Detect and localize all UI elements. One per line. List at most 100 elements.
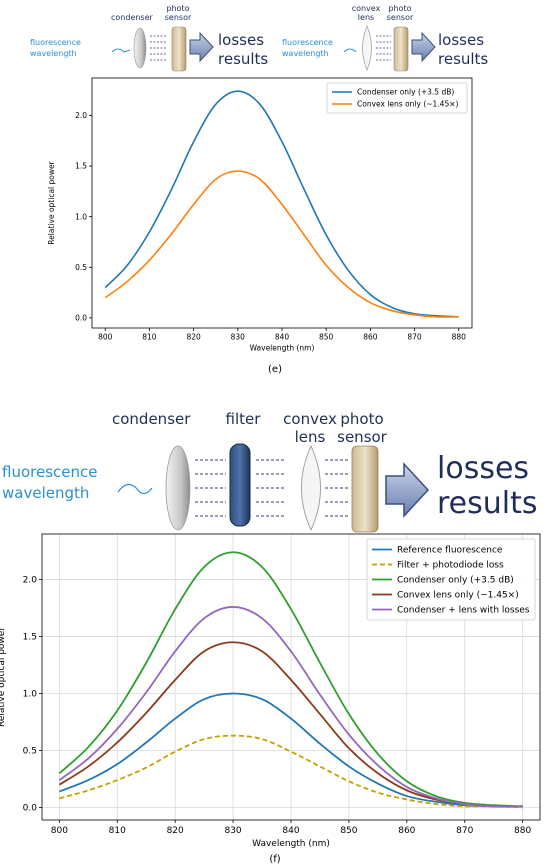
x-tick-label: 810 [142,333,157,342]
diagram-left: condenser photo sensor fluorescence wave… [30,4,268,72]
label-results: results [438,50,488,68]
label-photo: photo [166,4,189,13]
y-tick-label: 0.0 [23,804,38,814]
x-tick-label: 850 [319,333,334,342]
series-line-0-0 [104,90,459,318]
x-tick-label: 860 [398,826,415,836]
photo-sensor-icon [171,26,187,72]
x-tick-label: 840 [275,333,290,342]
photo-sensor-icon [393,26,409,72]
output-arrow-icon [189,31,214,63]
y-tick-label: 2.0 [23,576,38,586]
label-results: results [437,486,538,521]
legend-label: Condenser only (+3.5 dB) [397,576,514,586]
x-tick-label: 870 [407,333,422,342]
legend-box [326,82,468,114]
filter-icon [229,443,251,527]
photo-sensor-icon [351,445,379,533]
x-tick-label: 870 [456,826,473,836]
legend-label: Condenser + lens with losses [397,606,530,616]
series-line-0-1 [104,170,459,318]
x-tick-label: 820 [186,333,201,342]
legend-label: Filter + photodiode loss [397,561,504,571]
label-losses: losses [438,31,484,49]
series-line-1-0 [59,692,523,808]
x-tick-label: 800 [51,826,68,836]
ray-arrows-icon [325,459,348,517]
x-tick-label: 830 [224,826,241,836]
caption-e: (e) [268,364,282,375]
chart-e: 800 810 820 830 840 850 860 870 880 0.0 0.5 1.0 1.5 2… [47,77,473,353]
x-tick-label: 810 [109,826,126,836]
label-sensor: sensor [387,13,414,22]
y-tick-label: 0.0 [75,314,87,323]
ray-arrows-icon [256,459,285,517]
label-results: results [218,50,268,68]
legend-label: Convex lens only (~1.45×) [357,100,459,109]
convex-lens-icon [362,25,372,71]
x-tick-label: 820 [167,826,184,836]
ray-arrows-icon [150,35,166,61]
x-axis-label: Wavelength (nm) [252,839,330,849]
label-losses: losses [437,451,529,486]
x-tick-label: 860 [363,333,378,342]
y-tick-label: 0.5 [23,747,37,757]
y-tick-label: 0.5 [75,263,87,272]
label-fluorescence: fluorescence [282,38,333,47]
y-tick-label: 1.0 [23,690,38,700]
label-sensor: sensor [337,428,388,446]
ray-arrows-icon [195,459,226,517]
legend-label: Reference fluorescence [397,546,503,556]
caption-f: (f) [269,854,280,865]
label-photo: photo [388,4,411,13]
plot-frame [91,77,473,329]
label-fluorescence: fluorescence [30,38,81,47]
x-tick-label: 830 [231,333,246,342]
input-wave-icon [343,48,357,53]
x-axis-label: Wavelength (nm) [250,344,315,353]
legend-box [366,538,536,621]
series-line-1-2 [58,551,523,808]
label-condenser: condenser [111,13,154,22]
x-tick-label: 880 [514,826,531,836]
input-wave-icon [111,48,131,53]
x-tick-label: 800 [98,333,113,342]
label-filter: filter [226,410,262,428]
label-lens: lens [358,13,374,22]
chart-f: 800 810 820 830 840 850 860 870 880 0.0 0.5 1.0 1.5 2… [0,533,541,849]
y-axis-label: Relative optical power [0,627,7,727]
y-tick-label: 2.0 [75,111,87,120]
series-line-1-1 [59,734,523,809]
label-lens: lens [295,428,326,446]
label-wavelength: wavelength [30,49,77,58]
input-wave-icon [117,483,153,495]
diagram-right: convex lens photo sensor fluorescence wa… [282,4,488,72]
convex-lens-icon [301,444,321,532]
y-tick-label: 1.5 [75,162,87,171]
series-line-1-4 [58,606,523,808]
label-sensor: sensor [165,13,192,22]
condenser-icon [133,27,147,69]
x-tick-label: 840 [282,826,299,836]
ray-arrows-icon [376,35,391,61]
output-arrow-icon [411,31,436,63]
output-arrow-icon [385,462,430,518]
y-tick-label: 1.5 [23,633,37,643]
label-fluorescence: fluorescence [2,463,97,481]
diagram-f: condenser filter convex lens photo senso… [2,410,538,533]
x-tick-label: 850 [340,826,357,836]
x-tick-label: 880 [452,333,467,342]
label-wavelength: wavelength [282,49,329,58]
label-photo: photo [340,410,383,428]
label-condenser: condenser [112,410,191,428]
label-convex: convex [352,4,381,13]
label-wavelength: wavelength [2,484,89,502]
legend-label: Convex lens only (~1.45×) [397,591,519,601]
y-tick-label: 1.0 [75,212,87,221]
condenser-icon [165,445,191,531]
label-losses: losses [218,31,264,49]
y-axis-label: Relative optical power [47,160,56,244]
label-convex: convex [283,410,337,428]
legend-label: Condenser only (+3.5 dB) [357,88,454,97]
